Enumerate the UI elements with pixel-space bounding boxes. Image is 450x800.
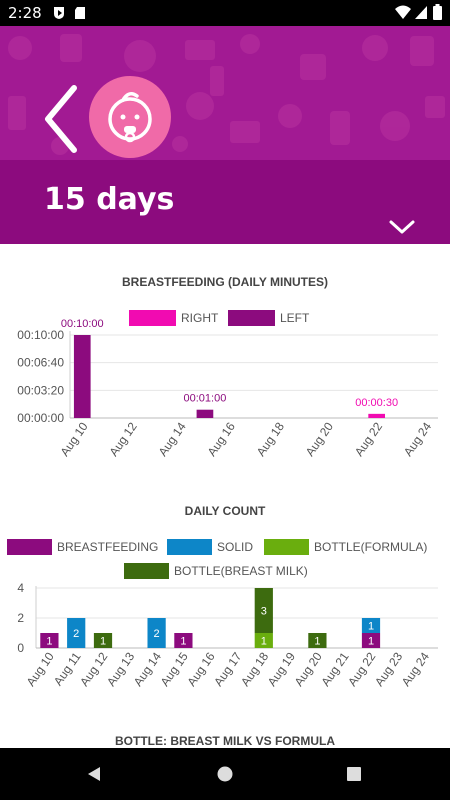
daily-count-chart: BREASTFEEDING SOLID BOTTLE(FORMULA) BOTTLE(…: [7, 539, 438, 689]
x-tick-label: Aug 12: [106, 419, 139, 458]
bar-value-label: 1: [46, 636, 52, 648]
bar-segment: [254, 633, 273, 648]
status-bar: 2:28: [0, 0, 450, 26]
bar-segment: [361, 618, 381, 633]
legend-swatch: [228, 310, 275, 326]
bar-value-label: 1: [261, 636, 267, 648]
y-tick-label: 00:03:20: [17, 383, 64, 397]
x-tick-label: Aug 20: [303, 419, 336, 458]
legend-label: LEFT: [280, 311, 310, 325]
bar-value-label: 2: [154, 628, 160, 640]
bar-value-label: 1: [100, 636, 106, 648]
bar-segment: [67, 618, 86, 648]
bar-segment: [254, 588, 273, 633]
back-triangle-icon[interactable]: [86, 766, 102, 782]
bar-segment: [361, 633, 381, 648]
bar-segment: [147, 618, 166, 648]
baby-avatar[interactable]: [89, 76, 171, 158]
bar-right: [368, 413, 386, 418]
x-tick-label: Aug 10: [57, 419, 90, 458]
bar-segment: [93, 633, 113, 648]
bar-value-label: 1: [368, 621, 374, 633]
legend-label: BOTTLE(BREAST MILK): [174, 564, 308, 578]
bar-segment: [308, 633, 327, 648]
x-tick-label: Aug 10: [24, 649, 57, 688]
period-dropdown[interactable]: [388, 218, 416, 236]
bar-left: [196, 409, 214, 418]
bar-value-label: 00:10:00: [61, 318, 104, 330]
legend-swatch: [7, 539, 52, 555]
legend-label: SOLID: [217, 540, 253, 554]
legend-swatch: [167, 539, 212, 555]
bar-value-label: 2: [73, 628, 79, 640]
x-tick-label: Aug 18: [254, 419, 287, 458]
x-tick-label: Aug 14: [156, 419, 189, 458]
period-title: 15 days: [44, 182, 175, 217]
status-time: 2:28: [8, 4, 42, 22]
charts-scroll-area[interactable]: BREASTFEEDING (DAILY MINUTES) 00:00:00 00…: [0, 244, 450, 748]
y-tick-label: 0: [17, 641, 24, 655]
baby-pattern-background: [0, 26, 450, 160]
breastfeeding-chart: 00:00:00 00:03:20 00:06:40 00:10:00 Aug 10 A…: [17, 310, 438, 459]
recents-square-icon[interactable]: [346, 766, 362, 782]
bar-segment: [40, 633, 59, 648]
sd-card-icon: [75, 7, 85, 19]
legend-label: BOTTLE(FORMULA): [314, 540, 427, 554]
x-tick-label: Aug 22: [352, 419, 385, 458]
x-tick-label: Aug 16: [205, 419, 238, 458]
bar-value-label: 1: [368, 636, 374, 648]
baby-face-icon: [108, 92, 152, 143]
bar-value-label: 3: [261, 606, 267, 618]
bar-left: [73, 335, 91, 418]
legend-swatch: [264, 539, 309, 555]
bar-value-label: 00:01:00: [184, 393, 227, 405]
bar-segment: [174, 633, 193, 648]
x-tick-label: Aug 24: [399, 649, 432, 688]
back-button[interactable]: [40, 84, 80, 154]
signal-icon: [415, 6, 427, 19]
chart-title-daily-count: DAILY COUNT: [184, 504, 266, 518]
home-circle-icon[interactable]: [217, 766, 233, 782]
bar-value-label: 00:00:30: [355, 397, 398, 409]
y-tick-label: 4: [17, 581, 24, 595]
y-tick-label: 00:06:40: [17, 356, 64, 370]
legend-swatch: [124, 563, 169, 579]
x-tick-label: Aug 24: [401, 419, 434, 458]
y-tick-label: 00:00:00: [17, 411, 64, 425]
chevron-left-icon: [45, 85, 77, 153]
chart-title-bottle: BOTTLE: BREAST MILK VS FORMULA: [115, 734, 335, 748]
wifi-icon: [395, 5, 411, 19]
legend-swatch: [129, 310, 176, 326]
legend-label: RIGHT: [181, 311, 219, 325]
chevron-down-icon: [389, 220, 415, 234]
legend-label: BREASTFEEDING: [57, 540, 158, 554]
navigation-bar: [0, 748, 450, 800]
chart-title-breastfeeding: BREASTFEEDING (DAILY MINUTES): [121, 275, 328, 289]
bar-value-label: 1: [314, 636, 320, 648]
header: 15 days: [0, 26, 450, 244]
y-tick-label: 00:10:00: [17, 328, 64, 342]
bar-value-label: 1: [180, 636, 186, 648]
y-tick-label: 2: [17, 611, 24, 625]
play-protect-icon: [54, 7, 64, 19]
battery-icon: [433, 4, 442, 20]
